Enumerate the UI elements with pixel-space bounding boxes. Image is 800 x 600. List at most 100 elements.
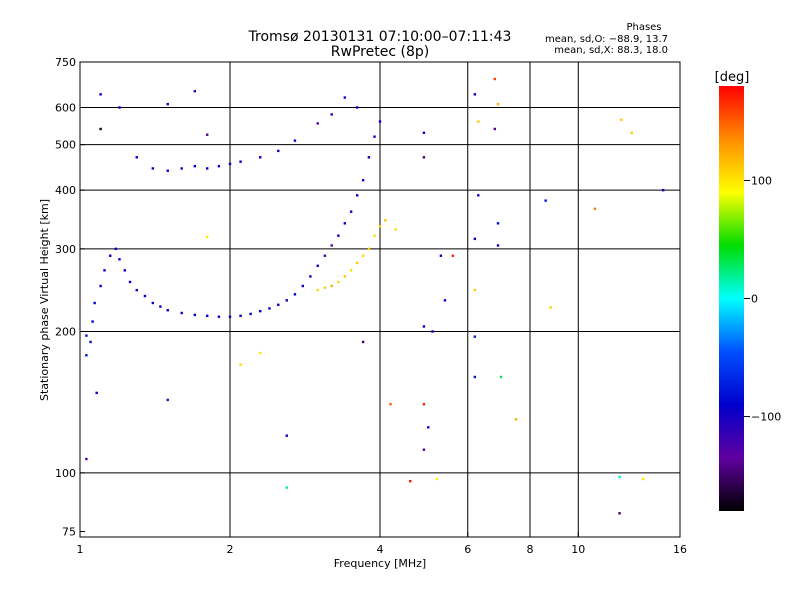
echo-point	[343, 96, 347, 99]
echo-point	[330, 244, 333, 247]
echo-point	[316, 122, 319, 125]
y-tick-label: 200	[55, 326, 76, 339]
echo-point	[95, 391, 98, 395]
x-tick-label: 8	[527, 543, 534, 556]
echo-point	[355, 261, 359, 265]
colorbar-tick-label: 100	[751, 174, 772, 187]
y-tick-label: 600	[55, 101, 76, 114]
echo-point	[443, 299, 447, 302]
echo-point	[85, 334, 88, 337]
echo-point	[435, 477, 438, 481]
echo-point	[493, 127, 497, 131]
echo-point	[135, 156, 138, 159]
echo-point	[89, 340, 92, 344]
echo-point	[239, 160, 242, 163]
echo-point	[193, 89, 197, 93]
echo-point	[99, 127, 102, 131]
echo-point	[166, 169, 169, 172]
echo-point	[355, 194, 359, 197]
echo-point	[349, 269, 353, 272]
echo-point	[618, 475, 621, 479]
echo-point	[493, 77, 497, 81]
echo-point	[593, 207, 597, 211]
echo-point	[123, 269, 126, 272]
colorbar-tick-label: 0	[751, 293, 758, 306]
echo-point	[151, 301, 155, 305]
echo-point	[422, 325, 426, 328]
colorbar	[719, 86, 744, 511]
echo-point	[323, 254, 327, 257]
chart-subtitle: RwPretec (8p)	[331, 44, 429, 60]
chart-title: Tromsø 20130131 07:10:00–07:11:43	[248, 29, 512, 45]
echo-point	[389, 403, 392, 406]
echo-point	[361, 179, 365, 182]
y-axis-label: Stationary phase Virtual Height [km]	[38, 199, 51, 401]
echo-point	[661, 188, 665, 192]
echo-point	[384, 219, 387, 222]
echo-point	[549, 306, 552, 309]
echo-point	[630, 131, 633, 134]
echo-point	[343, 222, 347, 225]
y-tick-label: 75	[62, 525, 76, 538]
echo-point	[496, 222, 500, 225]
y-tick-label: 500	[55, 139, 76, 152]
echo-point	[373, 234, 376, 237]
echo-point	[259, 156, 262, 159]
echo-point	[285, 486, 288, 489]
echo-point	[439, 254, 443, 257]
echo-point	[85, 457, 88, 461]
echo-point	[323, 286, 327, 289]
echo-point	[361, 340, 365, 344]
echo-point	[427, 426, 430, 429]
echo-point	[228, 315, 232, 318]
echo-point	[128, 280, 132, 284]
echo-point	[268, 307, 271, 310]
echo-point	[217, 164, 221, 168]
echo-point	[316, 288, 319, 292]
x-tick-label: 16	[673, 543, 687, 556]
echo-point	[205, 167, 209, 170]
x-axis-ticks: 1 2 4 6 8 10 16	[77, 532, 687, 556]
echo-point	[277, 149, 280, 153]
echo-point	[620, 118, 623, 121]
y-axis-ticks: 75 100 200 300 400 500 600 750	[55, 56, 85, 538]
echo-point	[239, 314, 242, 318]
echo-point	[473, 375, 477, 379]
grid-lines	[80, 62, 680, 537]
data-points	[85, 77, 665, 515]
x-axis-label: Frequency [MHz]	[334, 557, 426, 570]
echo-point	[193, 164, 197, 168]
echo-point	[205, 235, 209, 239]
echo-point	[249, 312, 252, 316]
echo-point	[285, 434, 288, 437]
echo-point	[293, 293, 297, 296]
colorbar-tick-label: −100	[751, 411, 781, 424]
stats-line-x: mean, sd,X: 88.3, 18.0	[554, 45, 668, 56]
echo-point	[301, 284, 305, 288]
echo-point	[135, 288, 138, 292]
colorbar-label: [deg]	[715, 70, 750, 85]
echo-point	[473, 335, 477, 338]
echo-point	[422, 403, 426, 406]
echo-point	[151, 167, 155, 170]
echo-point	[205, 314, 209, 318]
echo-point	[378, 225, 382, 228]
echo-point	[99, 93, 102, 96]
x-tick-label: 4	[377, 543, 384, 556]
echo-point	[373, 135, 376, 138]
y-tick-label: 400	[55, 184, 76, 197]
echo-point	[477, 194, 480, 197]
echo-point	[193, 313, 197, 317]
echo-point	[355, 106, 359, 109]
echo-point	[316, 264, 319, 268]
echo-point	[285, 299, 288, 302]
echo-point	[239, 363, 242, 366]
echo-point	[166, 398, 169, 402]
echo-point	[293, 139, 297, 142]
echo-point	[85, 354, 88, 357]
echo-point	[618, 512, 621, 515]
echo-point	[337, 280, 340, 284]
colorbar-ticks: 100 0 −100	[744, 174, 781, 424]
echo-point	[337, 234, 340, 237]
